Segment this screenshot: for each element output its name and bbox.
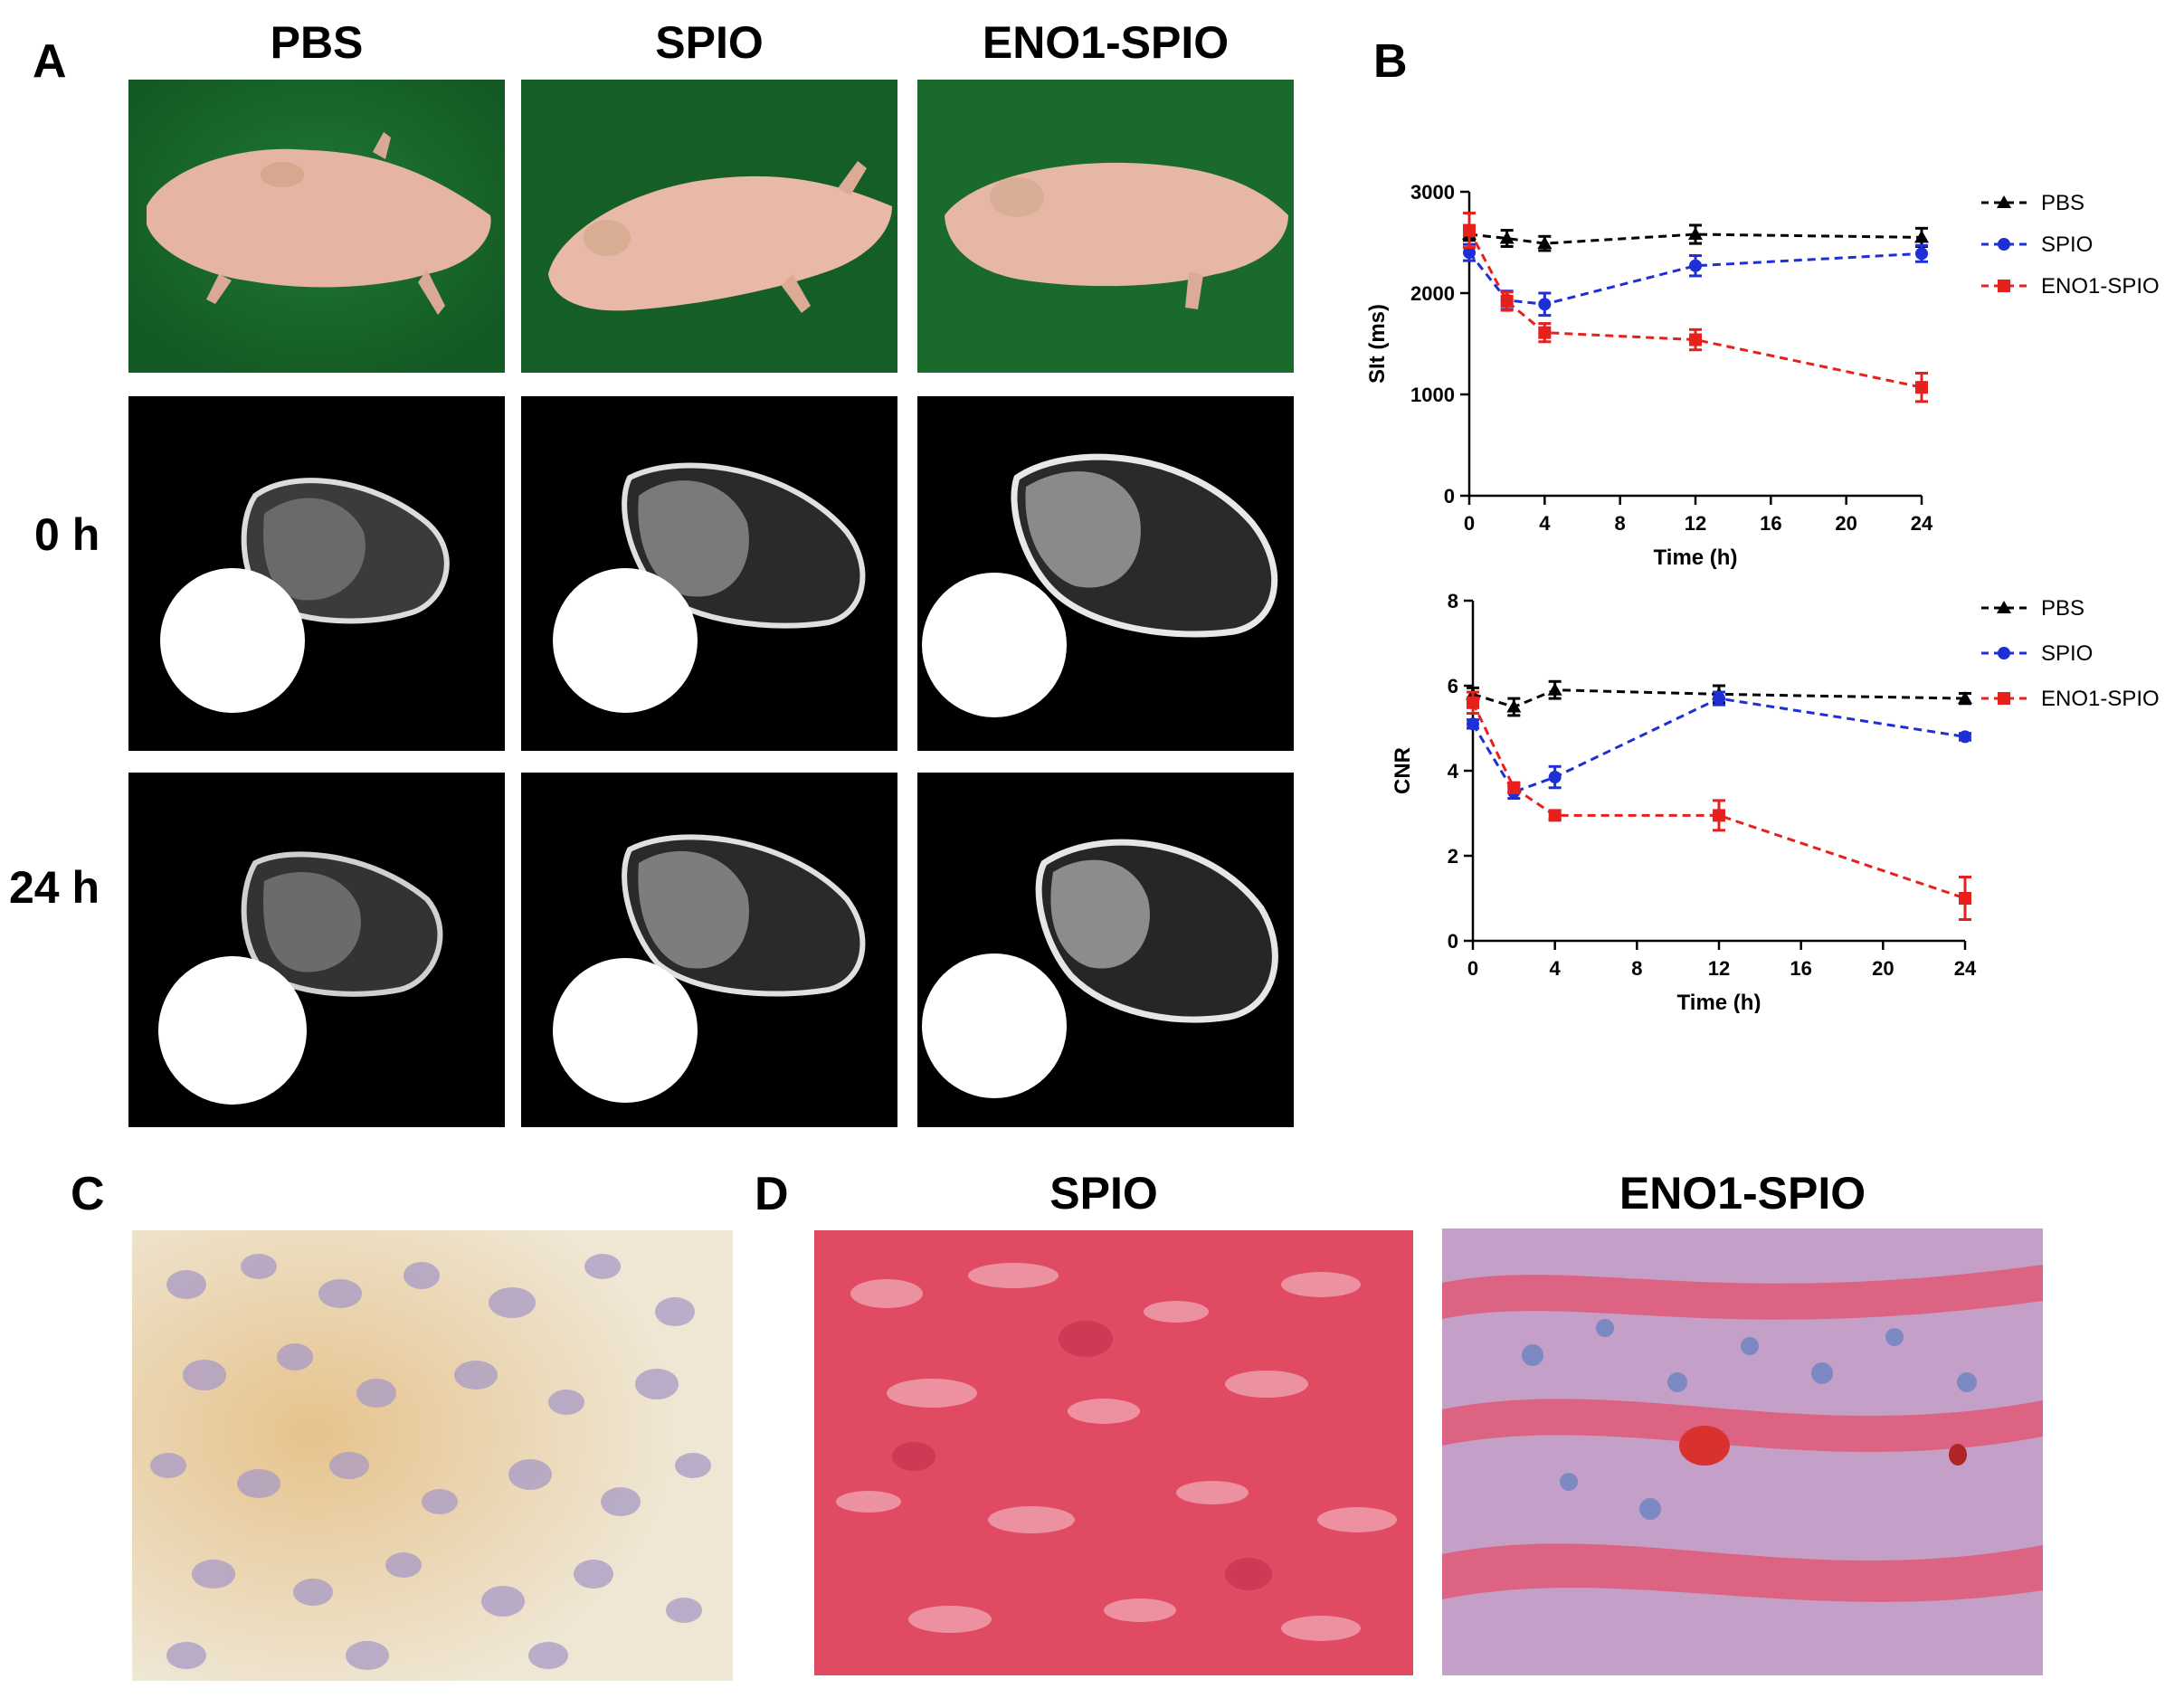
legend-label: PBS xyxy=(2041,596,2084,621)
y-tick-label: 1000 xyxy=(1410,384,1455,406)
x-tick-label: 0 xyxy=(1467,957,1478,980)
data-point xyxy=(1713,692,1725,706)
mouse-photo-pbs xyxy=(128,80,505,373)
column-header-d-spio: SPIO xyxy=(1049,1168,1158,1219)
series-line-eno1-spio xyxy=(1471,702,1966,900)
data-point xyxy=(1915,247,1928,261)
column-header-spio: SPIO xyxy=(655,17,764,68)
legend-label: ENO1-SPIO xyxy=(2041,274,2160,299)
histology-spio-image xyxy=(814,1230,1413,1675)
legend-label: SPIO xyxy=(2041,641,2093,666)
legend-marker xyxy=(1997,195,2011,208)
mri-0h-spio xyxy=(521,396,897,751)
legend-label: ENO1-SPIO xyxy=(2041,687,2160,711)
mouse-photo-spio xyxy=(521,80,897,373)
data-point xyxy=(1499,231,1515,244)
legend-label: SPIO xyxy=(2041,232,2093,257)
x-tick-label: 0 xyxy=(1464,512,1475,535)
x-tick-label: 16 xyxy=(1790,957,1811,980)
row-header-24h: 24 h xyxy=(9,862,100,913)
data-point xyxy=(1463,223,1476,237)
column-header-d-eno1-spio: ENO1-SPIO xyxy=(1619,1168,1866,1219)
data-point xyxy=(1689,259,1702,272)
data-point xyxy=(1538,326,1552,339)
legend-marker xyxy=(1998,692,2010,705)
panel-label-a: A xyxy=(33,35,67,88)
panel-label-c: C xyxy=(71,1168,105,1220)
data-point xyxy=(1689,333,1702,346)
data-point xyxy=(1713,809,1725,822)
mri-0h-eno1-spio xyxy=(917,396,1294,751)
data-point xyxy=(1538,298,1552,311)
y-tick-label: 4 xyxy=(1448,760,1459,783)
data-point xyxy=(1548,809,1562,822)
data-point xyxy=(1959,730,1971,744)
x-tick-label: 16 xyxy=(1760,512,1781,535)
row-header-0h: 0 h xyxy=(34,509,100,560)
x-tick-label: 8 xyxy=(1631,957,1642,980)
data-point xyxy=(1959,892,1971,905)
x-tick-label: 24 xyxy=(1954,957,1977,980)
data-point xyxy=(1507,781,1521,794)
histology-eno1-spio-image xyxy=(1442,1228,2043,1675)
panel-label-d: D xyxy=(755,1168,789,1220)
mri-0h-pbs xyxy=(128,396,505,751)
data-point xyxy=(1467,696,1479,709)
histology-ihc-image xyxy=(132,1230,733,1681)
y-tick-label: 2 xyxy=(1448,845,1458,868)
data-point xyxy=(1688,227,1703,241)
data-point xyxy=(1914,230,1929,243)
series-line-eno1-spio xyxy=(1467,229,1923,389)
data-point xyxy=(1467,717,1479,731)
mri-24h-eno1-spio xyxy=(917,773,1294,1127)
data-point xyxy=(1958,691,1972,705)
x-axis-label: Time (h) xyxy=(1677,991,1761,1013)
y-tick-label: 6 xyxy=(1448,675,1458,697)
mri-24h-pbs xyxy=(128,773,505,1127)
data-point xyxy=(1915,381,1928,394)
x-tick-label: 4 xyxy=(1539,512,1551,535)
column-header-eno1-spio: ENO1-SPIO xyxy=(982,17,1230,68)
x-axis-label: Time (h) xyxy=(1654,545,1738,570)
data-point xyxy=(1506,699,1522,713)
series-line-spio xyxy=(1471,697,1966,794)
y-tick-label: 0 xyxy=(1444,485,1455,508)
x-tick-label: 8 xyxy=(1615,512,1626,535)
y-tick-label: 3000 xyxy=(1410,181,1455,204)
legend-marker xyxy=(1998,280,2010,292)
legend-marker xyxy=(1998,238,2010,251)
column-header-pbs: PBS xyxy=(270,17,364,68)
mri-24h-spio xyxy=(521,773,897,1127)
data-point xyxy=(1537,236,1553,250)
y-axis-label: SIt (ms) xyxy=(1365,304,1390,384)
y-axis-label: CNR xyxy=(1391,747,1415,794)
legend-marker xyxy=(1998,647,2010,659)
data-point xyxy=(1547,682,1562,696)
chart-sit: 0 1000 2000 3000 0 4 8 12 16 20 24 Time (h) SIt (ms)… xyxy=(1365,181,2160,570)
x-tick-label: 20 xyxy=(1872,957,1894,980)
y-tick-label: 0 xyxy=(1448,930,1458,953)
y-tick-label: 8 xyxy=(1448,590,1458,612)
x-tick-label: 24 xyxy=(1911,512,1933,535)
x-tick-label: 12 xyxy=(1708,957,1730,980)
x-tick-label: 20 xyxy=(1835,512,1856,535)
legend-marker xyxy=(1997,601,2011,613)
x-tick-label: 12 xyxy=(1685,512,1706,535)
data-point xyxy=(1463,246,1476,260)
x-tick-label: 4 xyxy=(1550,957,1562,980)
data-point xyxy=(1548,771,1562,784)
data-point xyxy=(1500,294,1514,308)
y-tick-label: 2000 xyxy=(1410,282,1455,305)
mouse-photo-eno1-spio xyxy=(917,80,1294,373)
legend-label: PBS xyxy=(2041,191,2084,215)
panel-label-b: B xyxy=(1373,35,1408,88)
